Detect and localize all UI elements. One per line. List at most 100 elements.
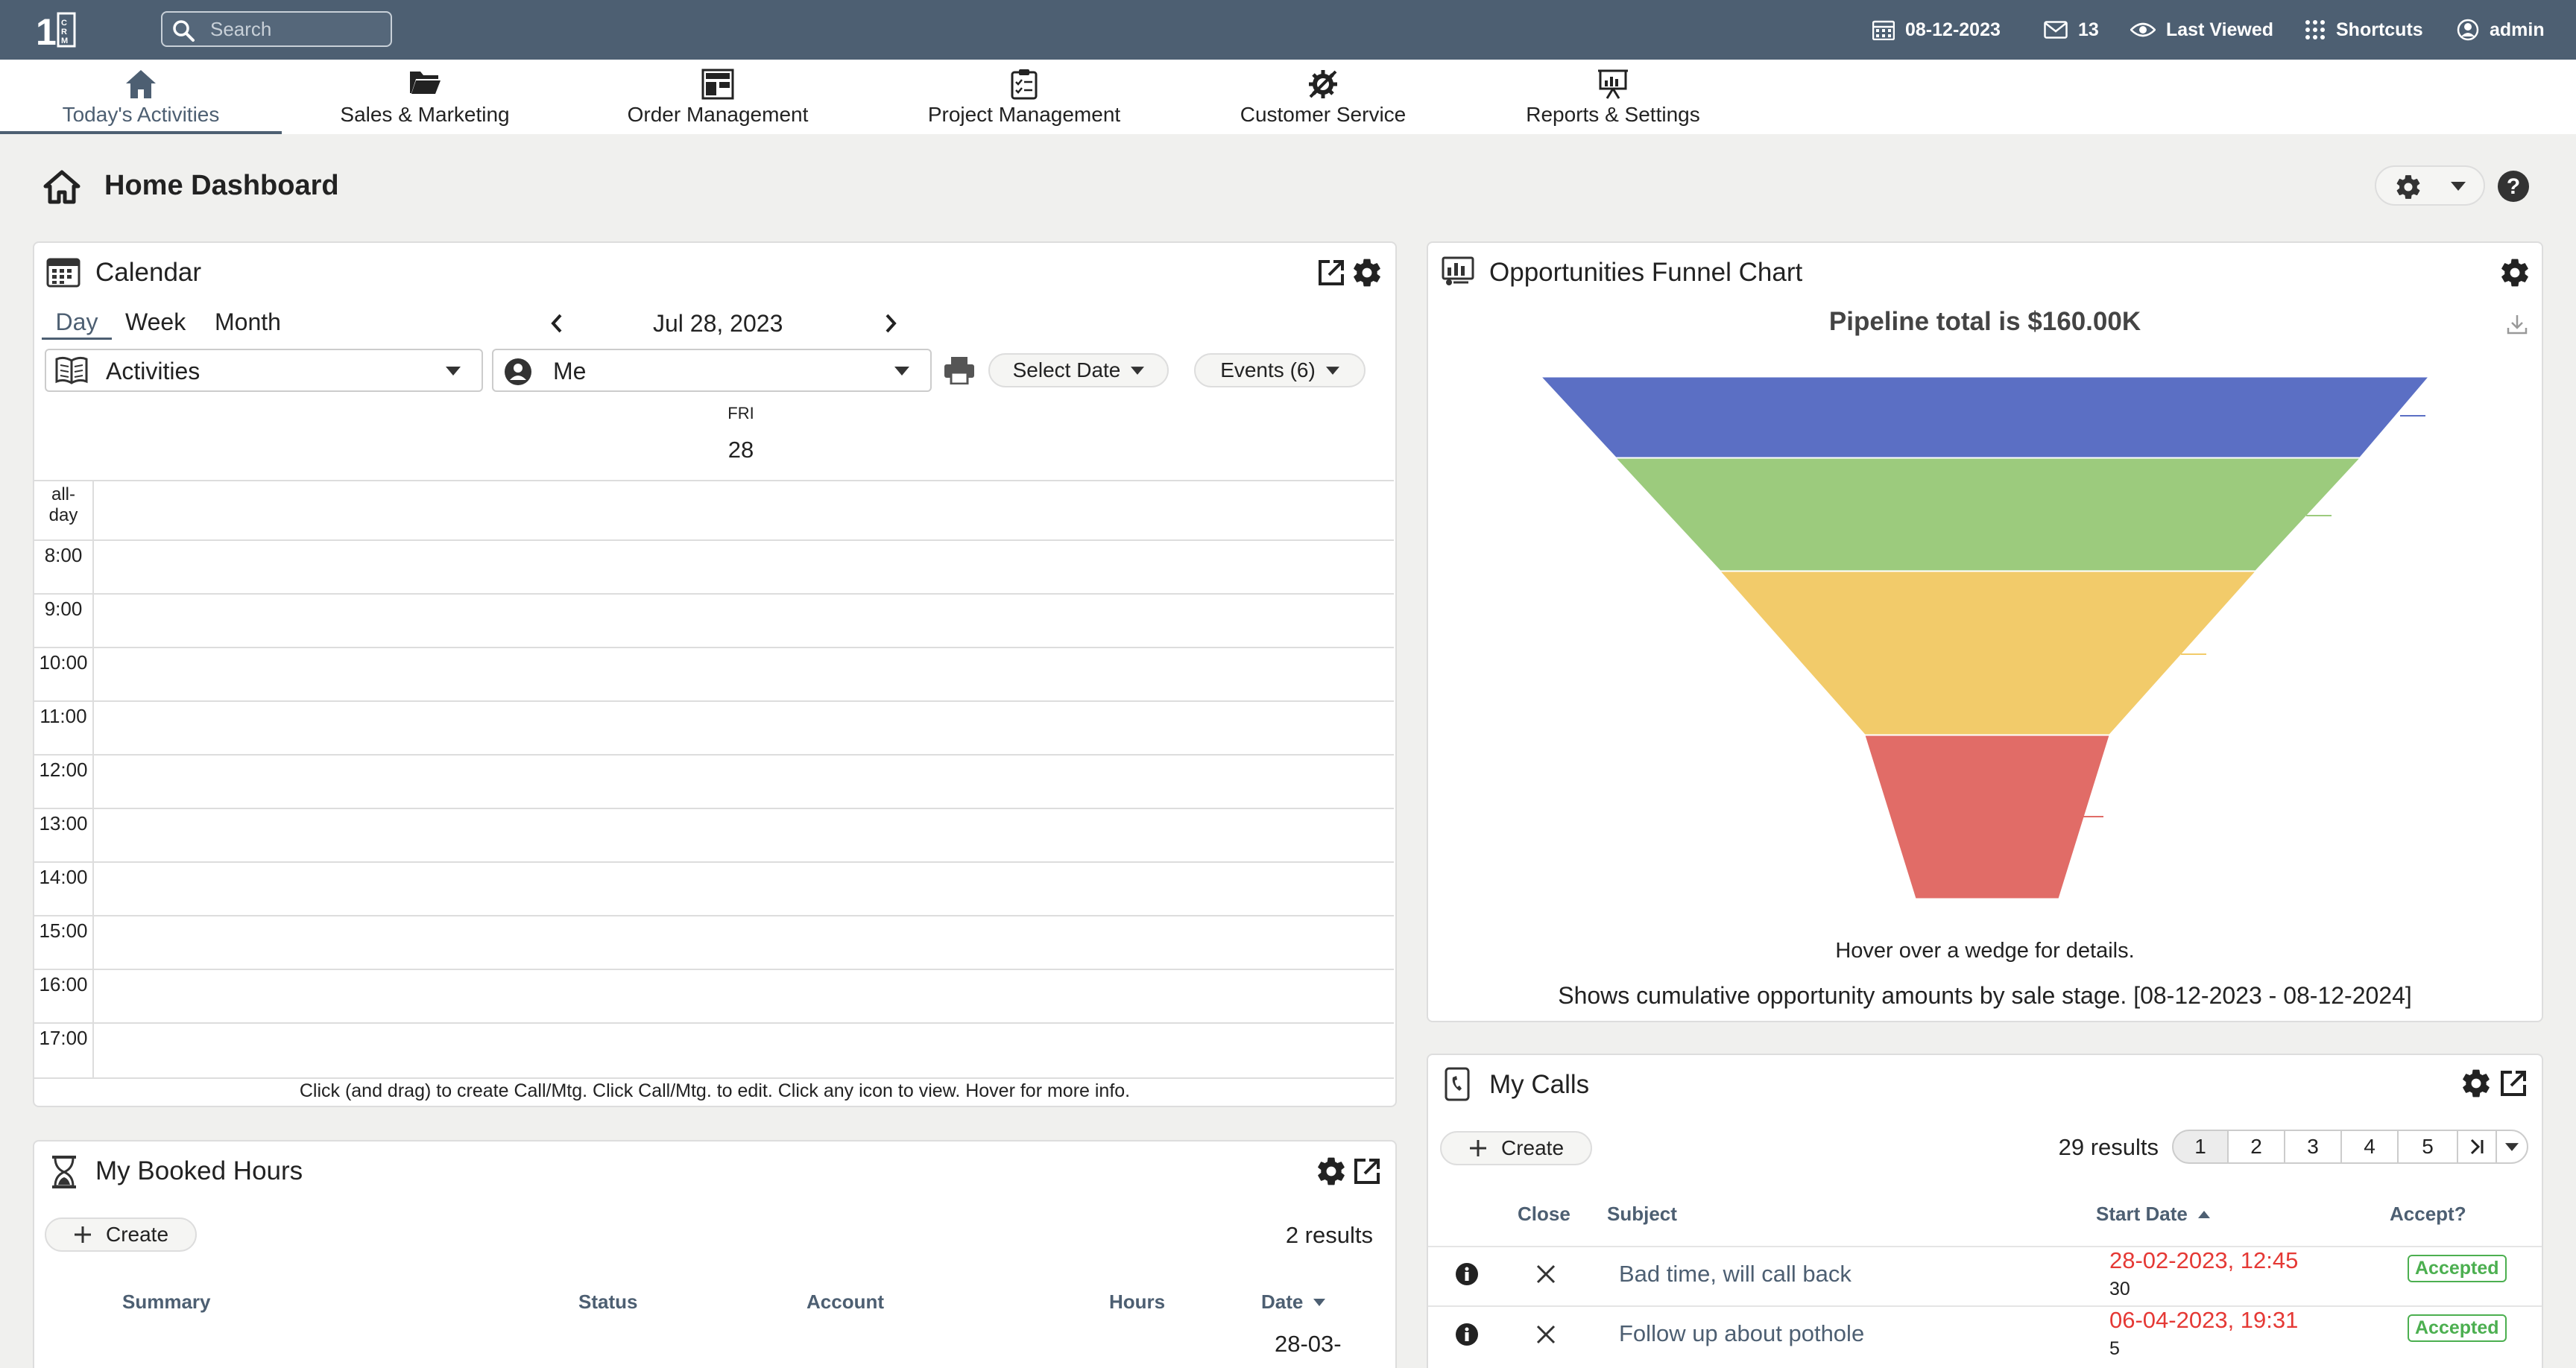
column-header-summary[interactable]: Summary [122, 1291, 211, 1313]
calls-title: My Calls [1489, 1070, 1590, 1099]
house-icon [126, 70, 156, 98]
user-menu[interactable]: admin [2457, 0, 2545, 60]
gear-icon[interactable] [1315, 1155, 1348, 1188]
gear-icon[interactable] [2460, 1067, 2493, 1100]
call-subject-link[interactable]: Bad time, will call back [1619, 1261, 1852, 1287]
calendar-title: Calendar [95, 258, 202, 287]
view-month-tab[interactable]: Month [215, 308, 281, 335]
page-1-button[interactable]: 1 [2172, 1130, 2229, 1164]
create-call-button[interactable]: Create [1440, 1131, 1592, 1165]
call-duration: 30 [2109, 1279, 2130, 1299]
booked-hours-panel: My Booked Hours Create 2 results Summary… [33, 1140, 1397, 1368]
search-input[interactable] [210, 17, 382, 41]
tab-sales-marketing[interactable]: Sales & Marketing [313, 60, 537, 134]
funnel-title: Opportunities Funnel Chart [1489, 258, 1803, 287]
call-duration: 5 [2109, 1338, 2120, 1359]
tab-customer-service[interactable]: Customer Service [1222, 60, 1424, 134]
column-header-date[interactable]: Date [1261, 1291, 1326, 1314]
tab-reports-settings[interactable]: Reports & Settings [1506, 60, 1720, 134]
funnel-stage-4[interactable] [1864, 735, 2110, 899]
caret-down-icon [2505, 1142, 2519, 1151]
select-date-label: Select Date [1012, 358, 1121, 381]
table-row[interactable] [1428, 1246, 2542, 1305]
open-external-icon[interactable] [2498, 1068, 2528, 1098]
create-booked-hours-button[interactable]: Create [45, 1217, 197, 1252]
tab-project-management[interactable]: Project Management [905, 60, 1143, 134]
page-5-button[interactable]: 5 [2397, 1130, 2458, 1164]
activity-type-select[interactable]: Activities [45, 349, 483, 392]
search-icon [173, 20, 195, 42]
calendar-icon [1872, 20, 1895, 40]
column-header-accept[interactable]: Accept? [2390, 1203, 2466, 1225]
calendar-footer: Click (and drag) to create Call/Mtg. Cli… [299, 1080, 1131, 1101]
column-header-account[interactable]: Account [806, 1291, 884, 1313]
time-label: 15:00 [39, 919, 88, 942]
info-icon[interactable] [1455, 1323, 1479, 1346]
time-label: 14:00 [39, 866, 88, 888]
svg-text:R: R [61, 28, 67, 37]
tools-icon [1309, 70, 1337, 98]
search-box[interactable] [161, 11, 392, 47]
printer-icon[interactable] [944, 356, 975, 384]
download-icon[interactable] [2506, 313, 2528, 335]
svg-text:M: M [61, 37, 68, 45]
funnel-stage-2[interactable] [1614, 457, 2361, 571]
help-icon[interactable]: ? [2497, 170, 2530, 203]
user-filter-value: Me [553, 358, 587, 384]
open-external-icon[interactable] [1352, 1156, 1382, 1186]
grid-line [34, 647, 1394, 648]
time-label: 9:00 [44, 598, 83, 620]
grid-line [34, 593, 1394, 595]
table-row[interactable] [1428, 1305, 2542, 1365]
column-header-start-date[interactable]: Start Date [2096, 1203, 2210, 1226]
gear-icon[interactable] [1351, 256, 1383, 289]
select-date-dropdown[interactable]: Select Date [988, 353, 1169, 387]
gear-icon[interactable] [2498, 256, 2531, 289]
column-header-close[interactable]: Close [1518, 1203, 1570, 1225]
open-external-icon[interactable] [1316, 258, 1346, 288]
column-header-subject[interactable]: Subject [1607, 1203, 1677, 1225]
dashboard-settings-dropdown[interactable] [2375, 165, 2485, 206]
date-indicator[interactable]: 08-12-2023 [1872, 0, 2001, 60]
chevron-right-icon[interactable] [884, 313, 897, 334]
last-page-button[interactable] [2457, 1130, 2497, 1164]
last-viewed-menu[interactable]: Last Viewed [2130, 0, 2273, 60]
view-week-tab[interactable]: Week [125, 308, 186, 335]
column-header-hours[interactable]: Hours [1109, 1291, 1166, 1313]
shortcuts-menu[interactable]: Shortcuts [2305, 0, 2423, 60]
funnel-stage-3[interactable] [1719, 571, 2257, 735]
layout-icon [701, 69, 734, 100]
grid-line [34, 808, 1394, 809]
app-logo[interactable]: 1 C R M [36, 9, 80, 51]
plus-icon [1469, 1140, 1486, 1156]
close-icon[interactable] [1535, 1264, 1556, 1285]
scroll-fade [57, 1359, 1376, 1368]
page-4-button[interactable]: 4 [2340, 1130, 2399, 1164]
mail-icon [2044, 21, 2068, 39]
page-2-button[interactable]: 2 [2227, 1130, 2285, 1164]
grid-line [92, 480, 94, 1079]
sort-desc-icon [1313, 1298, 1326, 1306]
page-3-button[interactable]: 3 [2284, 1130, 2342, 1164]
grid-line [34, 1077, 1394, 1079]
folder-icon [410, 72, 441, 94]
call-subject-link[interactable]: Follow up about pothole [1619, 1320, 1865, 1346]
mail-indicator[interactable]: 13 [2044, 0, 2099, 60]
clipboard-icon [1011, 69, 1038, 100]
time-label: 13:00 [39, 812, 88, 835]
tab-todays-activities[interactable]: Today's Activities [0, 60, 282, 134]
create-label: Create [105, 1223, 169, 1246]
chevron-left-icon[interactable] [550, 313, 564, 334]
page-size-dropdown[interactable] [2496, 1130, 2528, 1164]
close-icon[interactable] [1535, 1324, 1556, 1345]
day-number: 28 [727, 437, 754, 463]
funnel-stage-1[interactable] [1540, 376, 2430, 458]
view-day-tab[interactable]: Day [42, 308, 112, 340]
column-header-status[interactable]: Status [578, 1291, 638, 1313]
events-label: Events (6) [1220, 358, 1316, 381]
info-icon[interactable] [1455, 1262, 1479, 1286]
user-filter-select[interactable]: Me [492, 349, 932, 392]
grid-line [34, 1022, 1394, 1024]
events-dropdown[interactable]: Events (6) [1194, 353, 1366, 387]
tab-order-management[interactable]: Order Management [596, 60, 839, 134]
